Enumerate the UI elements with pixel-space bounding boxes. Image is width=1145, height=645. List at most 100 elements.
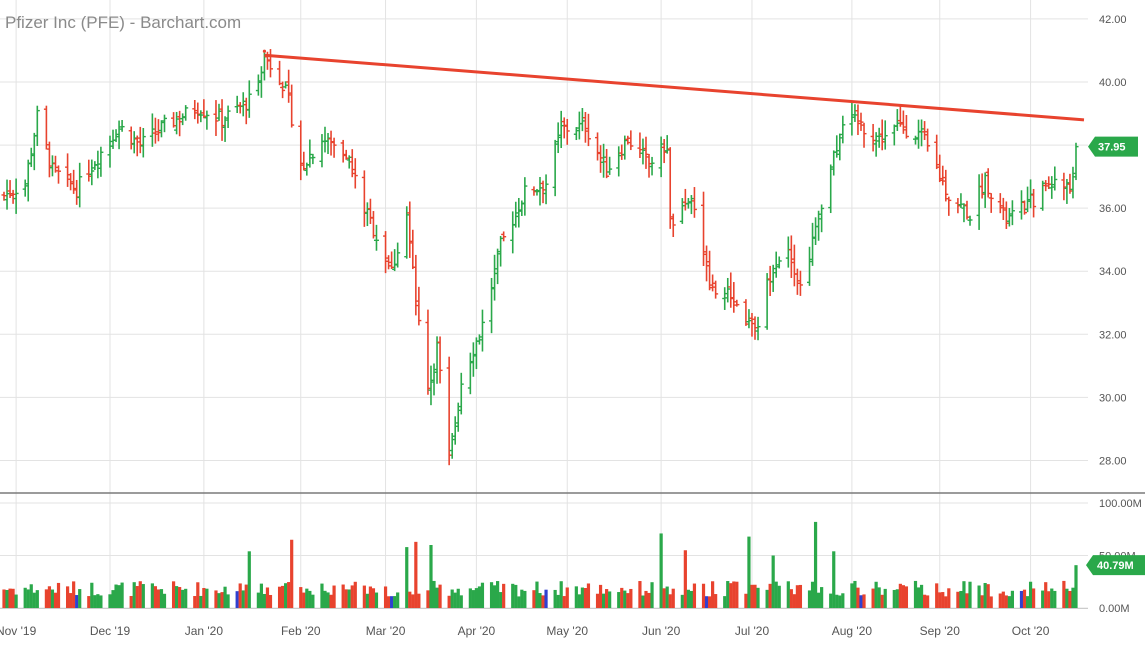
ohlc-bar — [280, 81, 286, 99]
volume-bar — [477, 586, 482, 608]
volume-bar — [608, 591, 612, 608]
ohlc-bar — [137, 126, 143, 154]
volume-bar — [983, 582, 987, 608]
volume-bar — [729, 583, 733, 608]
volume-bar — [756, 587, 760, 608]
ohlc-bar — [564, 118, 570, 145]
ohlc-bar — [34, 105, 40, 147]
date-tick-label: Jan '20 — [185, 624, 224, 638]
volume-bar — [196, 582, 200, 608]
volume-bar — [871, 588, 875, 608]
volume-bar — [795, 585, 800, 608]
volume-bar — [671, 588, 675, 608]
volume-bar — [226, 594, 230, 608]
ohlc-bar — [791, 244, 797, 287]
ohlc-bar — [679, 198, 685, 224]
ohlc-bar — [797, 270, 803, 296]
volume-bar — [326, 592, 330, 608]
volume-bar — [880, 594, 884, 608]
volume-bar — [268, 594, 273, 608]
ohlc-bar — [113, 129, 119, 143]
ohlc-bar — [267, 49, 273, 78]
volume-bar — [813, 521, 818, 608]
volume-bar — [850, 583, 854, 608]
last-price-label: 37.95 — [1098, 142, 1126, 154]
volume-bar — [153, 586, 158, 608]
volume-bar — [447, 595, 451, 608]
volume-bar — [944, 596, 948, 608]
volume-bar — [341, 584, 345, 608]
ohlc-bar — [434, 336, 440, 384]
volume-bar — [692, 583, 697, 608]
volume-bar — [53, 592, 58, 608]
ohlc-bar — [940, 165, 946, 186]
volume-bar — [689, 590, 694, 608]
ohlc-bar — [119, 119, 125, 132]
ohlc-bar — [616, 146, 622, 177]
ohlc-bar — [319, 134, 325, 168]
date-tick-label: Feb '20 — [281, 624, 321, 638]
ohlc-bar — [213, 100, 219, 136]
ohlc-bar — [237, 102, 243, 114]
volume-bar — [75, 595, 79, 608]
price-tick-label: 42.00 — [1099, 14, 1127, 26]
ohlc-bar — [510, 211, 516, 254]
volume-bar — [471, 590, 475, 608]
ohlc-bar — [364, 202, 370, 227]
ohlc-bar — [1049, 176, 1055, 199]
volume-bar — [514, 584, 518, 608]
ohlc-bar — [1064, 178, 1070, 204]
volume-bar — [629, 588, 633, 608]
volume-bar — [874, 581, 878, 608]
resistance-trendline[interactable] — [264, 53, 1085, 122]
trendline-handle[interactable] — [262, 49, 267, 53]
volume-bar — [1007, 596, 1011, 608]
volume-bar — [426, 590, 430, 608]
volume-bar — [305, 588, 309, 608]
ohlc-bar — [340, 139, 346, 163]
ohlc-bar — [619, 144, 625, 160]
ohlc-bar — [552, 139, 558, 197]
volume-bar — [44, 589, 48, 608]
ohlc-bar — [764, 273, 770, 330]
volume-bar — [829, 593, 833, 608]
ohlc-bar — [322, 126, 328, 153]
volume-bar — [489, 582, 494, 608]
ohlc-bar — [155, 119, 161, 142]
ohlc-bar — [819, 204, 825, 233]
volume-bar — [626, 593, 630, 608]
volume-bar — [108, 594, 112, 608]
volume-bar — [895, 589, 899, 608]
volume-bar — [883, 588, 887, 608]
ohlc-bar — [964, 200, 970, 220]
volume-bar — [977, 585, 981, 608]
ohlc-bar — [404, 206, 410, 259]
ohlc-bar — [331, 137, 337, 158]
ohlc-bar — [794, 268, 800, 295]
ohlc-bar — [513, 201, 519, 228]
ohlc-bar — [873, 132, 879, 157]
ohlc-bar — [555, 122, 561, 154]
ohlc-bar — [834, 135, 840, 158]
ohlc-bar — [473, 337, 479, 370]
last-price-badge-shape — [1088, 136, 1138, 157]
volume-bar — [862, 594, 866, 608]
ohlc-bar — [28, 147, 34, 167]
volume-bar — [595, 593, 600, 608]
volume-bar — [665, 586, 669, 608]
ohlc-bar — [582, 111, 588, 143]
ohlc-bar — [637, 132, 643, 158]
volume-bar — [411, 594, 415, 608]
ohlc-bar — [328, 130, 334, 156]
ohlc-bar — [1, 191, 7, 201]
ohlc-bar — [352, 158, 358, 189]
ohlc-bar — [479, 309, 485, 352]
ohlc-bar — [961, 203, 967, 223]
ohlc-bar — [1000, 197, 1006, 221]
volume-bar — [750, 584, 754, 608]
volume-bar — [435, 587, 439, 608]
volume-bar — [456, 588, 460, 608]
date-tick-label: Jun '20 — [642, 624, 681, 638]
volume-bar — [96, 594, 100, 608]
